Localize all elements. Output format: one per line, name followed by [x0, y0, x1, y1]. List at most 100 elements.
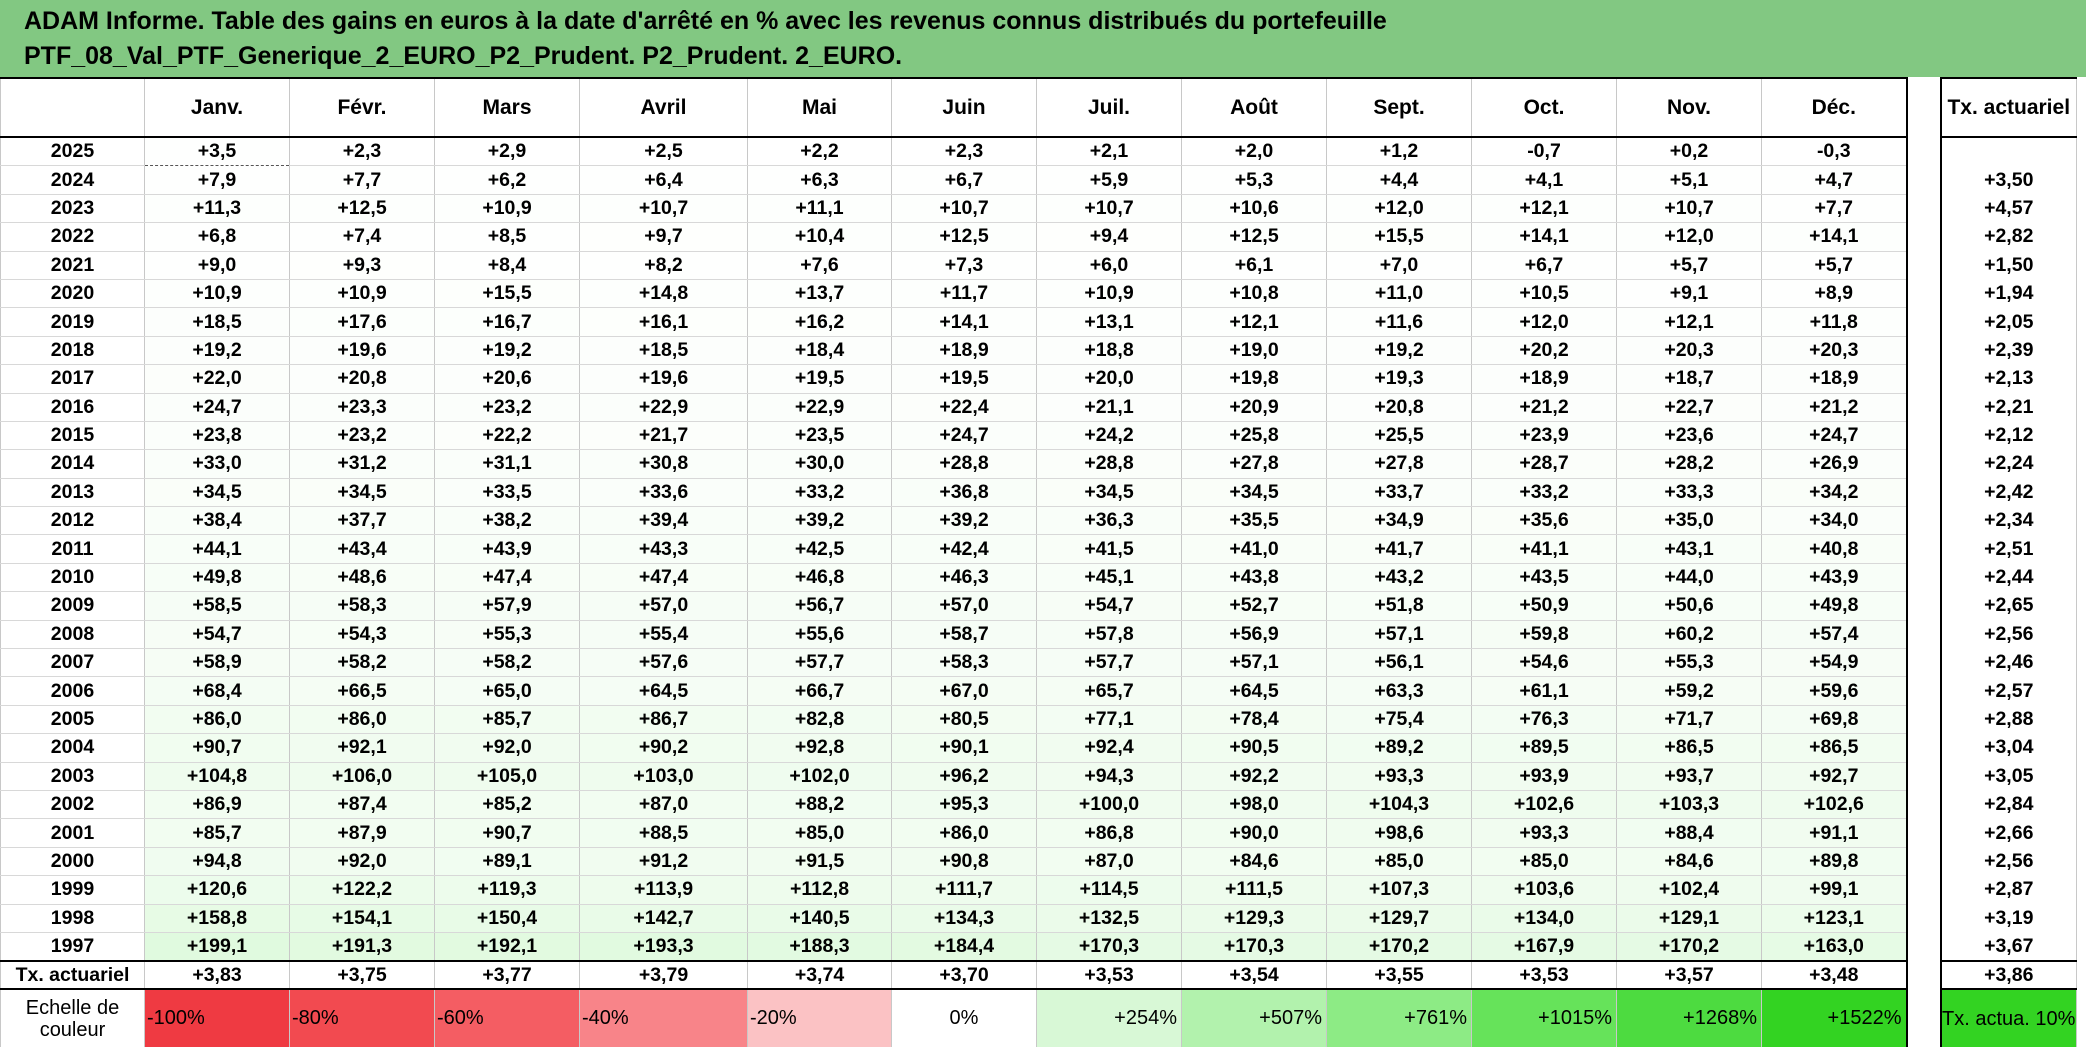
gain-cell: +82,8 [747, 705, 892, 735]
column-gap [1905, 961, 1942, 990]
gain-cell: +12,1 [1616, 307, 1762, 337]
gain-cell: +59,2 [1616, 676, 1762, 706]
gain-cell: +111,7 [891, 875, 1037, 905]
gain-cell: +12,5 [891, 222, 1037, 252]
gain-cell: +33,5 [434, 478, 580, 508]
gain-cell: +24,7 [891, 421, 1037, 451]
gain-cell: +34,2 [1761, 478, 1907, 508]
table-row: 2021 +9,0 +9,3 +8,4 +8,2 +7,6 +7,3 +6,0 +6,1 +7,0… [0, 251, 2077, 280]
gain-cell: +11,3 [144, 194, 290, 224]
gain-cell: +88,4 [1616, 818, 1762, 848]
gain-cell: +10,7 [579, 194, 748, 224]
gain-cell: +104,8 [144, 762, 290, 791]
gain-cell: +19,2 [1326, 336, 1472, 366]
gain-cell: +89,1 [434, 847, 580, 877]
table-row: 2004 +90,7 +92,1 +92,0 +90,2 +92,8 +90,1 +92,4 +… [0, 733, 2077, 763]
gain-cell: +12,5 [1181, 222, 1327, 252]
color-scale-swatch: -60% [434, 989, 580, 1047]
gain-cell: +85,0 [1471, 847, 1617, 877]
gain-cell: +90,1 [891, 733, 1037, 763]
gain-cell: +18,5 [144, 307, 290, 337]
gain-cell: +87,0 [1036, 847, 1182, 877]
gain-cell: +57,6 [579, 648, 748, 678]
year-label: 2025 [0, 137, 145, 167]
column-gap [1905, 847, 1942, 876]
gain-cell: +24,7 [1761, 421, 1907, 451]
gain-cell: +58,2 [289, 648, 435, 678]
table-row: 2017 +22,0 +20,8 +20,6 +19,6 +19,5 +19,5 +20,0 +… [0, 364, 2077, 394]
table-row: 2019 +18,5 +17,6 +16,7 +16,1 +16,2 +14,1 +13,1 +… [0, 307, 2077, 337]
column-gap [1905, 563, 1942, 592]
gain-cell: +103,0 [579, 762, 748, 791]
tx-actuariel-cell: +3,67 [1940, 932, 2077, 962]
gain-cell: +9,3 [289, 251, 435, 280]
column-gap [1905, 648, 1942, 677]
table-row: 2007 +58,9 +58,2 +58,2 +57,6 +57,7 +58,3 +57,7 +… [0, 648, 2077, 678]
table-row: 2014 +33,0 +31,2 +31,1 +30,8 +30,0 +28,8 +28,8 +… [0, 449, 2077, 479]
gain-cell: +95,3 [891, 790, 1037, 820]
actuariel-cell: +3,70 [891, 960, 1037, 991]
gain-cell: +10,6 [1181, 194, 1327, 224]
gain-cell: +58,7 [891, 620, 1037, 650]
gain-cell: +6,3 [747, 165, 892, 195]
column-gap [1905, 762, 1942, 791]
gain-cell: +92,2 [1181, 762, 1327, 791]
table-row: 2018 +19,2 +19,6 +19,2 +18,5 +18,4 +18,9 +18,8 +… [0, 336, 2077, 366]
gain-cell: +91,2 [579, 847, 748, 877]
tx-actuariel-cell: +2,46 [1940, 648, 2077, 677]
gain-cell: +86,9 [144, 790, 290, 820]
gain-cell: +65,0 [434, 676, 580, 706]
gain-cell: +34,5 [1036, 478, 1182, 508]
gain-cell: +5,7 [1616, 251, 1762, 280]
year-label: 2021 [0, 251, 145, 280]
actuariel-cell: +3,57 [1616, 960, 1762, 991]
column-gap [1905, 790, 1942, 819]
gain-cell: +4,1 [1471, 165, 1617, 195]
column-gap [1905, 364, 1942, 394]
color-scale-swatch: +507% [1181, 989, 1327, 1047]
gain-cell: +19,3 [1326, 364, 1472, 394]
gain-cell: +129,3 [1181, 904, 1327, 933]
gain-cell: +3,5 [144, 137, 290, 167]
year-label: 2005 [0, 705, 145, 735]
year-label: 2001 [0, 818, 145, 848]
gain-cell: +19,2 [144, 336, 290, 366]
year-label: 2009 [0, 591, 145, 621]
gain-cell: +2,1 [1036, 137, 1182, 167]
tx-actuariel-cell: +3,50 [1940, 165, 2077, 195]
table-row: 1997 +199,1 +191,3 +192,1 +193,3 +188,3 +184,4… [0, 932, 2077, 962]
tx-actuariel-cell: +2,05 [1940, 307, 2077, 337]
gain-cell: +68,4 [144, 676, 290, 706]
gain-cell: +35,6 [1471, 506, 1617, 536]
gain-cell: +43,4 [289, 534, 435, 564]
gain-cell: +90,7 [144, 733, 290, 763]
gain-cell: +58,9 [144, 648, 290, 678]
month-header: Avril [579, 77, 748, 138]
tx-actuariel-cell: +2,24 [1940, 449, 2077, 479]
gain-cell: +55,3 [1616, 648, 1762, 678]
tx-actuariel-cell: +2,87 [1940, 875, 2077, 905]
gain-cell: +22,9 [747, 393, 892, 422]
gain-cell: +6,7 [1471, 251, 1617, 280]
actuariel-cell: +3,74 [747, 960, 892, 991]
gain-cell: +98,6 [1326, 818, 1472, 848]
tx-actuariel-cell: +2,39 [1940, 336, 2077, 365]
gain-cell: +90,8 [891, 847, 1037, 877]
table-row: 2025 +3,5 +2,3 +2,9 +2,5 +2,2 +2,3 +2,1 +2,0 +1,2… [0, 137, 2077, 167]
gain-cell: +86,5 [1616, 733, 1762, 763]
gain-cell: +47,4 [434, 563, 580, 593]
gain-cell: +7,0 [1326, 251, 1472, 280]
gain-cell: +93,9 [1471, 762, 1617, 791]
year-label: 2002 [0, 790, 145, 820]
gain-cell: +93,7 [1616, 762, 1762, 791]
gain-cell: +33,2 [1471, 478, 1617, 508]
gain-cell: +11,0 [1326, 279, 1472, 309]
gain-cell: +58,2 [434, 648, 580, 678]
gain-cell: +44,1 [144, 534, 290, 564]
gain-cell: +33,3 [1616, 478, 1762, 508]
table-row: 2012 +38,4 +37,7 +38,2 +39,4 +39,2 +39,2 +36,3 +… [0, 506, 2077, 536]
gain-cell: +2,9 [434, 137, 580, 167]
gain-cell: +89,2 [1326, 733, 1472, 763]
year-label: 2015 [0, 421, 145, 451]
column-gap [1905, 251, 1942, 280]
